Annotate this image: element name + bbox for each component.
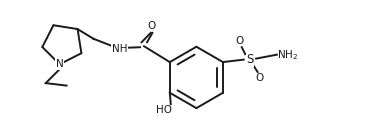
Text: O: O <box>147 21 156 32</box>
Text: HO: HO <box>156 105 172 115</box>
Text: NH$_2$: NH$_2$ <box>277 48 298 62</box>
Text: N: N <box>56 59 64 69</box>
Text: S: S <box>247 53 254 66</box>
Text: O: O <box>255 73 263 83</box>
Text: O: O <box>235 36 243 46</box>
Text: NH: NH <box>112 44 127 54</box>
